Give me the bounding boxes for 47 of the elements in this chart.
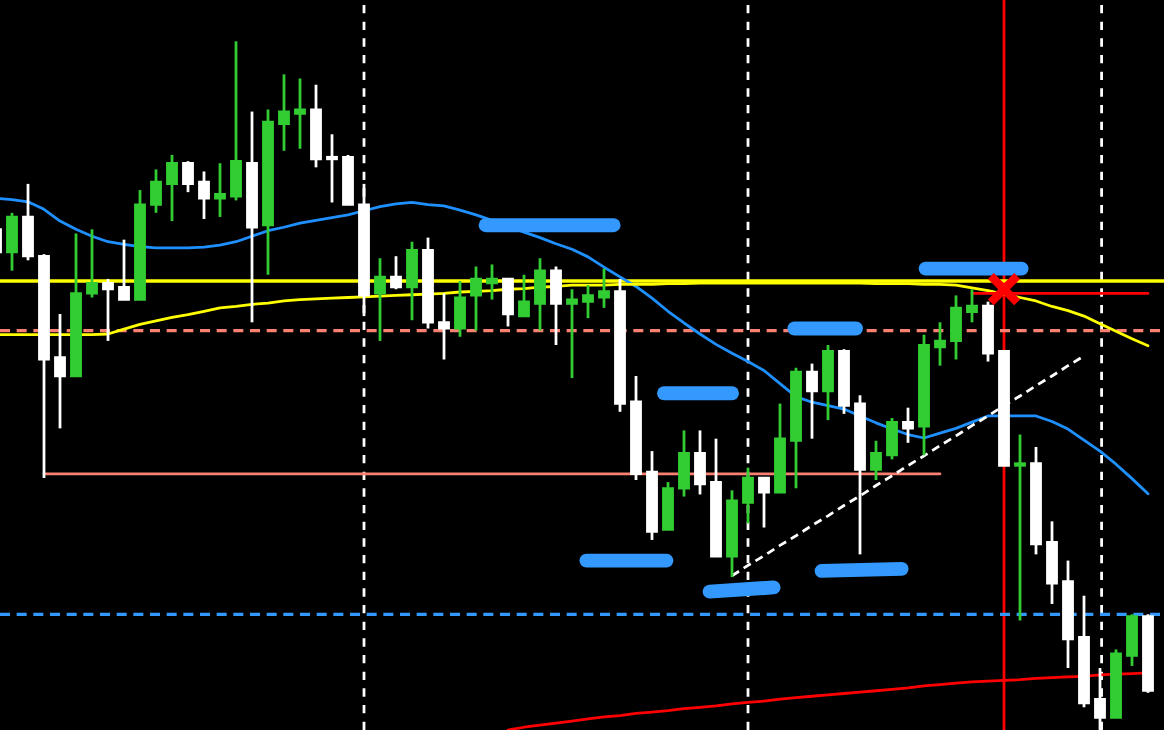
candlestick xyxy=(342,153,354,206)
candlestick xyxy=(374,256,386,343)
candlestick xyxy=(470,265,482,332)
candlestick xyxy=(214,161,226,219)
candlestick xyxy=(6,211,18,273)
candlestick xyxy=(598,267,610,310)
candlestick xyxy=(294,77,306,151)
candlestick xyxy=(438,291,450,361)
candlestick xyxy=(182,159,194,194)
candlestick xyxy=(822,343,834,422)
candlestick xyxy=(278,72,290,153)
candlestick xyxy=(550,265,562,347)
candlestick xyxy=(1046,519,1058,606)
candlestick xyxy=(390,254,402,291)
candlestick xyxy=(982,300,994,363)
candlestick xyxy=(454,279,466,339)
candlestick xyxy=(406,240,418,322)
candlestick xyxy=(518,273,530,318)
candlestick xyxy=(54,312,66,430)
candlestick xyxy=(22,182,34,262)
candlestick xyxy=(486,263,498,301)
candlestick xyxy=(534,256,546,332)
candlestick xyxy=(934,320,946,368)
candlestick xyxy=(230,39,242,202)
candlestick xyxy=(902,406,914,445)
candlestick xyxy=(966,287,978,324)
candlestick xyxy=(502,277,514,328)
candlestick xyxy=(1126,612,1138,668)
candlestick xyxy=(166,153,178,223)
candlestick xyxy=(678,429,690,498)
candlestick xyxy=(886,416,898,461)
candlestick xyxy=(86,227,98,299)
candlestick xyxy=(198,170,210,221)
candlestick xyxy=(662,480,674,531)
candlestick xyxy=(694,429,706,496)
candlestick xyxy=(326,132,338,204)
candlestick xyxy=(150,168,162,215)
candlestick xyxy=(102,277,114,343)
candlestick xyxy=(1014,433,1026,622)
candlestick xyxy=(582,283,594,320)
candlestick xyxy=(118,238,130,301)
candlestick xyxy=(566,287,578,380)
candlestick xyxy=(742,466,754,525)
candlestick xyxy=(758,476,770,529)
candlestick xyxy=(950,294,962,361)
candlestick xyxy=(870,439,882,482)
candlestick xyxy=(806,362,818,441)
